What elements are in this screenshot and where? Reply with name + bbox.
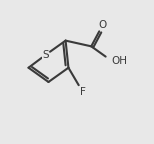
Text: S: S [42,50,49,60]
Text: O: O [99,20,107,30]
Text: OH: OH [111,56,127,66]
Text: F: F [80,87,86,97]
